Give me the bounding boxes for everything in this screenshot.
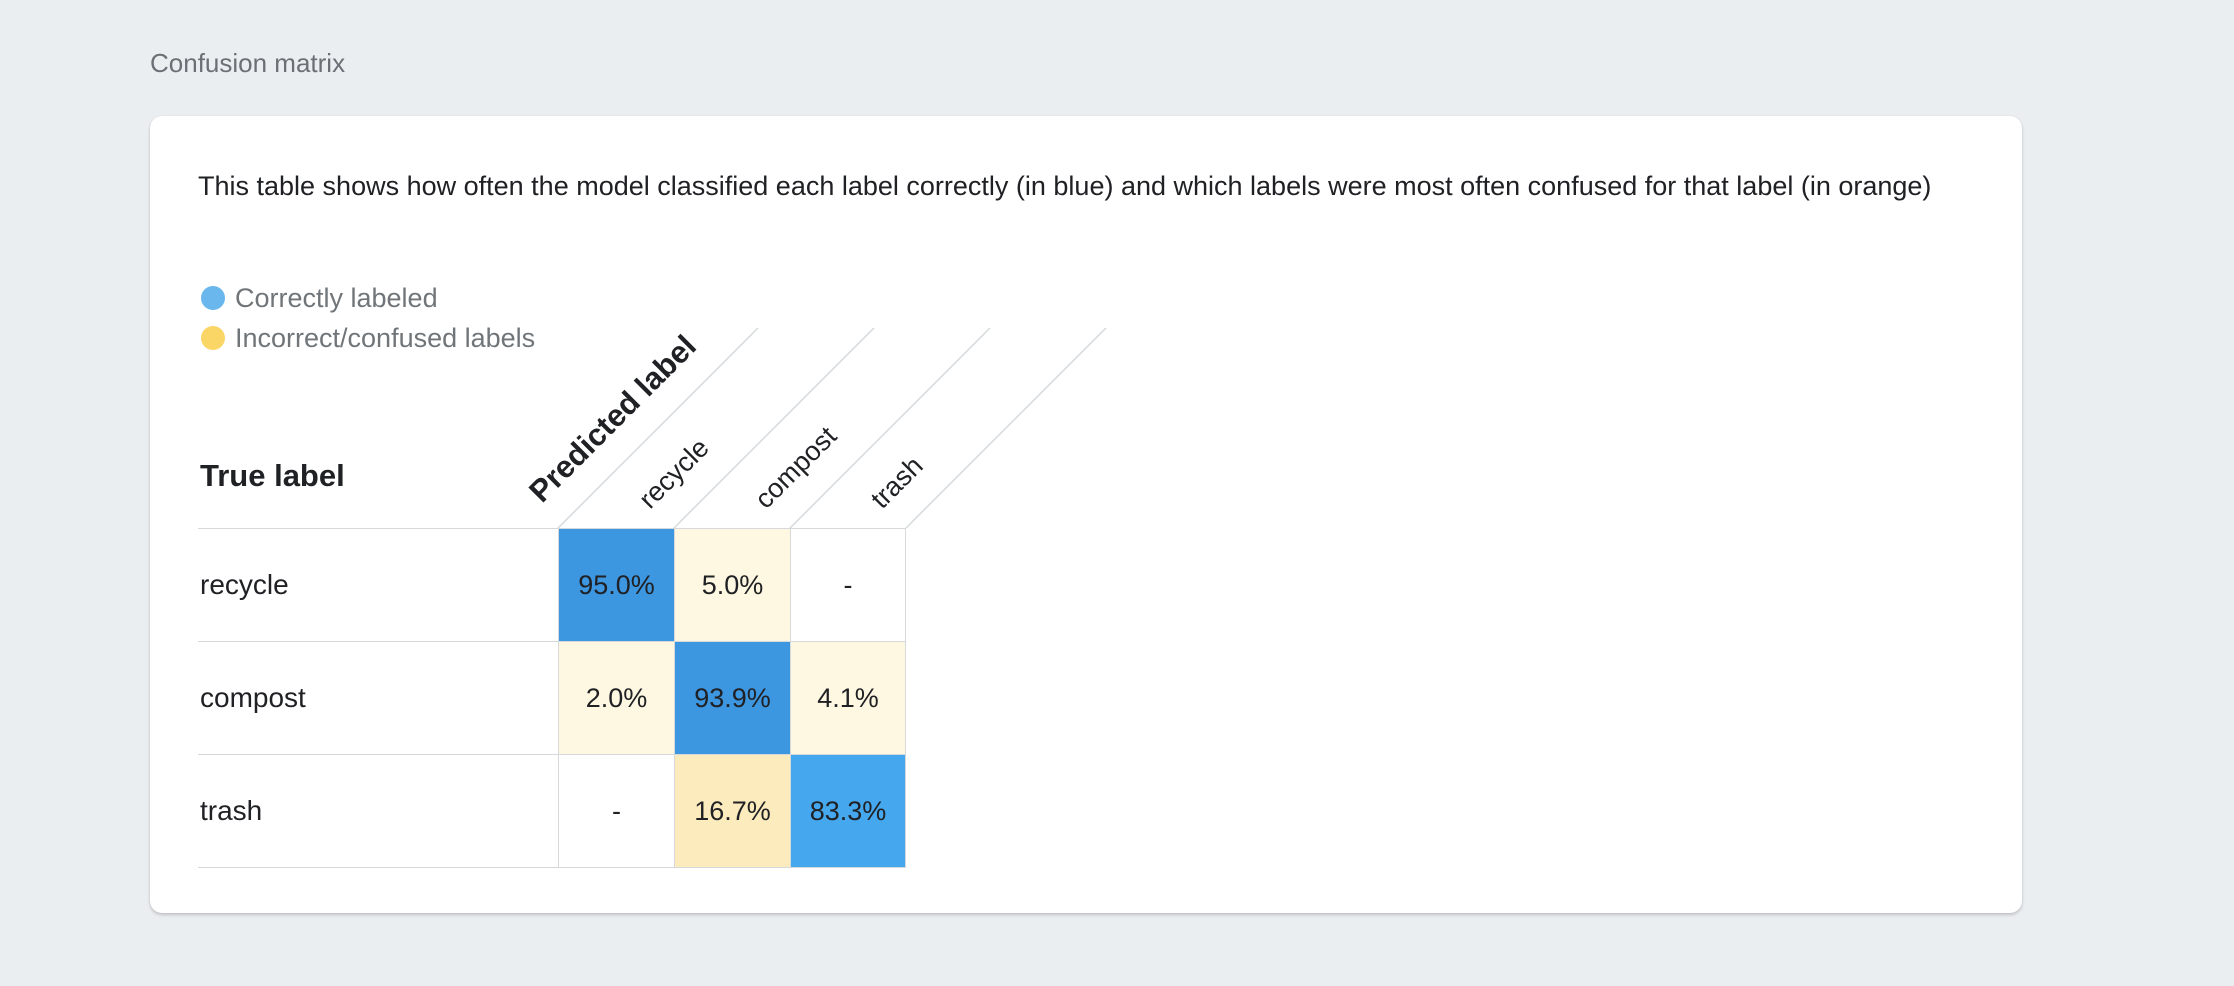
column-label-recycle: recycle: [633, 433, 715, 515]
matrix-cell: 4.1%: [790, 642, 906, 754]
row-label-compost: compost: [200, 682, 306, 713]
legend-item-correct: Correctly labeled: [198, 278, 535, 318]
row-label-recycle: recycle: [200, 569, 289, 600]
matrix-cell: 2.0%: [558, 642, 674, 754]
confusion-matrix-card: This table shows how often the model cla…: [150, 116, 2022, 913]
header-diagonal-line: [905, 327, 1107, 529]
header-diagonal-line: [557, 327, 759, 529]
column-label-trash: trash: [865, 451, 929, 515]
legend-dot-correct: [201, 286, 225, 310]
description-text: This table shows how often the model cla…: [198, 171, 1932, 201]
header-diagonal-lines: [557, 327, 1107, 529]
table-row: recycle 95.0% 5.0% -: [198, 528, 906, 641]
legend-label-correct: Correctly labeled: [235, 282, 438, 313]
column-label-compost: compost: [749, 421, 843, 515]
true-label-axis-title: True label: [200, 458, 345, 493]
legend-dot-incorrect: [201, 326, 225, 350]
matrix-cell: 83.3%: [790, 755, 906, 867]
legend-item-incorrect: Incorrect/confused labels: [198, 318, 535, 358]
header-diagonal-line: [789, 327, 991, 529]
table-row: trash -16.7% 83.3%: [198, 754, 906, 868]
matrix-table: recycle 95.0% 5.0% - compost 2.0% 93.9% 4.1% tra…: [198, 528, 906, 868]
matrix-cell: -: [558, 755, 674, 867]
matrix-cell: 5.0%: [674, 529, 790, 641]
section-title: Confusion matrix: [150, 48, 346, 78]
row-label-trash: trash: [200, 795, 263, 826]
matrix-cell: 95.0%: [558, 529, 674, 641]
column-labels: recycle compost trash: [633, 421, 929, 515]
matrix-cell: 93.9%: [674, 642, 790, 754]
matrix-cell: -: [790, 529, 906, 641]
legend: Correctly labeled Incorrect/confused lab…: [198, 278, 535, 358]
table-row: compost 2.0% 93.9% 4.1%: [198, 641, 906, 754]
header-diagonal-line: [673, 327, 875, 529]
legend-label-incorrect: Incorrect/confused labels: [235, 322, 536, 353]
predicted-label-axis-title: Predicted label: [522, 328, 703, 509]
matrix-cell: 16.7%: [674, 755, 790, 867]
